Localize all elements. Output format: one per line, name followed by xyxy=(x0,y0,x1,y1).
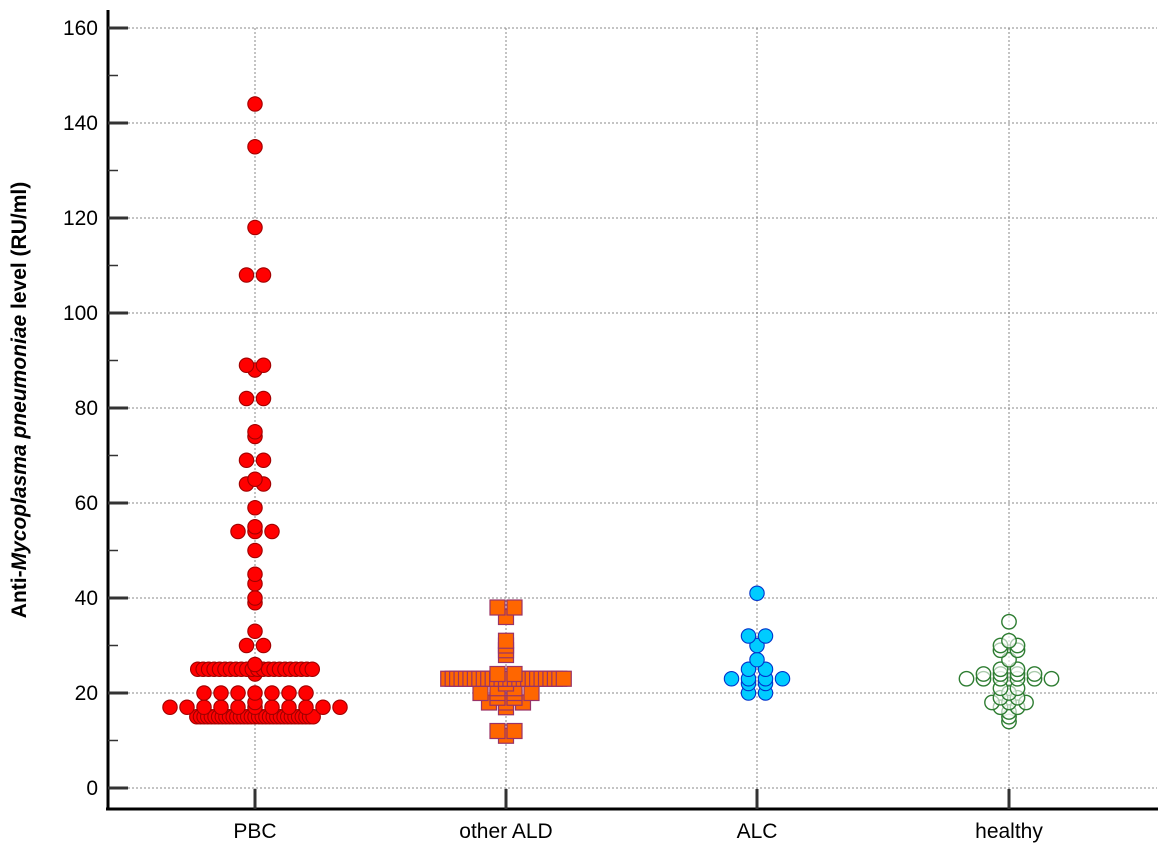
data-point xyxy=(247,685,263,701)
data-point xyxy=(489,722,506,740)
data-point xyxy=(304,661,321,677)
series-healthy xyxy=(958,613,1060,730)
data-point xyxy=(315,699,331,715)
data-point xyxy=(238,637,255,654)
data-points xyxy=(162,96,1060,744)
series-alc xyxy=(723,585,791,701)
data-point xyxy=(506,599,523,616)
data-point xyxy=(264,685,280,701)
data-point xyxy=(238,357,255,373)
data-point xyxy=(1043,670,1060,687)
data-point xyxy=(958,670,975,687)
data-point xyxy=(247,656,263,673)
data-point xyxy=(247,518,263,535)
data-point xyxy=(774,670,791,687)
data-point xyxy=(247,423,263,440)
y-tick-label: 120 xyxy=(63,207,98,230)
data-point xyxy=(555,670,572,687)
y-tick-label: 40 xyxy=(75,587,98,610)
data-point xyxy=(255,637,272,654)
axes xyxy=(106,10,1158,811)
data-point xyxy=(162,699,178,715)
series-other-ald xyxy=(440,599,572,744)
data-point xyxy=(247,96,263,112)
data-point xyxy=(230,699,246,715)
data-point xyxy=(975,666,992,682)
data-point xyxy=(247,542,263,559)
data-point xyxy=(497,632,515,649)
data-point xyxy=(489,665,506,683)
data-point xyxy=(255,390,272,407)
data-point xyxy=(230,685,246,701)
y-tick-label: 100 xyxy=(63,302,98,325)
data-point xyxy=(247,590,263,606)
data-point xyxy=(247,471,263,487)
data-point xyxy=(281,699,297,715)
data-point xyxy=(264,523,280,540)
x-category-label: ALC xyxy=(737,820,778,843)
data-point xyxy=(281,685,297,701)
data-point xyxy=(247,139,263,155)
y-axis-title: Anti-Mycoplasma pneumoniae level (RU/ml) xyxy=(8,182,31,618)
data-point xyxy=(749,585,765,601)
data-point xyxy=(723,670,740,687)
x-axis-ticks: PBC other ALD ALC healthy xyxy=(233,789,1043,843)
data-point xyxy=(196,685,212,701)
data-point xyxy=(757,628,774,644)
data-point xyxy=(749,651,765,668)
data-point xyxy=(1026,666,1043,682)
data-point xyxy=(1001,632,1017,649)
data-point xyxy=(230,523,246,540)
data-point xyxy=(238,390,255,407)
data-point xyxy=(1001,613,1017,630)
data-point xyxy=(506,665,523,683)
data-point xyxy=(238,452,255,468)
data-point xyxy=(213,699,229,715)
data-point xyxy=(740,628,757,644)
y-tick-label: 160 xyxy=(63,17,98,40)
y-axis-ticks: 0 20 40 60 80 100 120 140 160 xyxy=(63,17,128,800)
data-point xyxy=(196,699,212,715)
y-tick-label: 0 xyxy=(86,777,98,800)
y-tick-label: 80 xyxy=(75,397,98,420)
data-point xyxy=(247,566,263,582)
x-category-label: PBC xyxy=(233,820,276,843)
data-point xyxy=(523,684,540,702)
data-point xyxy=(179,699,195,715)
data-point xyxy=(255,267,272,283)
data-point xyxy=(247,623,263,639)
data-point xyxy=(238,267,255,283)
data-point xyxy=(255,357,272,373)
series-pbc xyxy=(162,96,348,725)
y-tick-label: 20 xyxy=(75,682,98,705)
x-category-label: other ALD xyxy=(459,820,552,843)
data-point xyxy=(255,452,272,468)
data-point xyxy=(298,685,314,701)
data-point xyxy=(472,684,489,702)
y-tick-label: 60 xyxy=(75,492,98,515)
gridlines xyxy=(108,27,1157,809)
data-point xyxy=(332,699,348,715)
data-point xyxy=(247,499,263,516)
data-point xyxy=(264,699,280,715)
data-point xyxy=(298,699,314,715)
data-point xyxy=(489,599,506,616)
y-tick-label: 140 xyxy=(63,112,98,135)
x-category-label: healthy xyxy=(975,820,1043,843)
data-point xyxy=(506,722,523,740)
data-point xyxy=(247,219,263,236)
data-point xyxy=(213,685,229,701)
